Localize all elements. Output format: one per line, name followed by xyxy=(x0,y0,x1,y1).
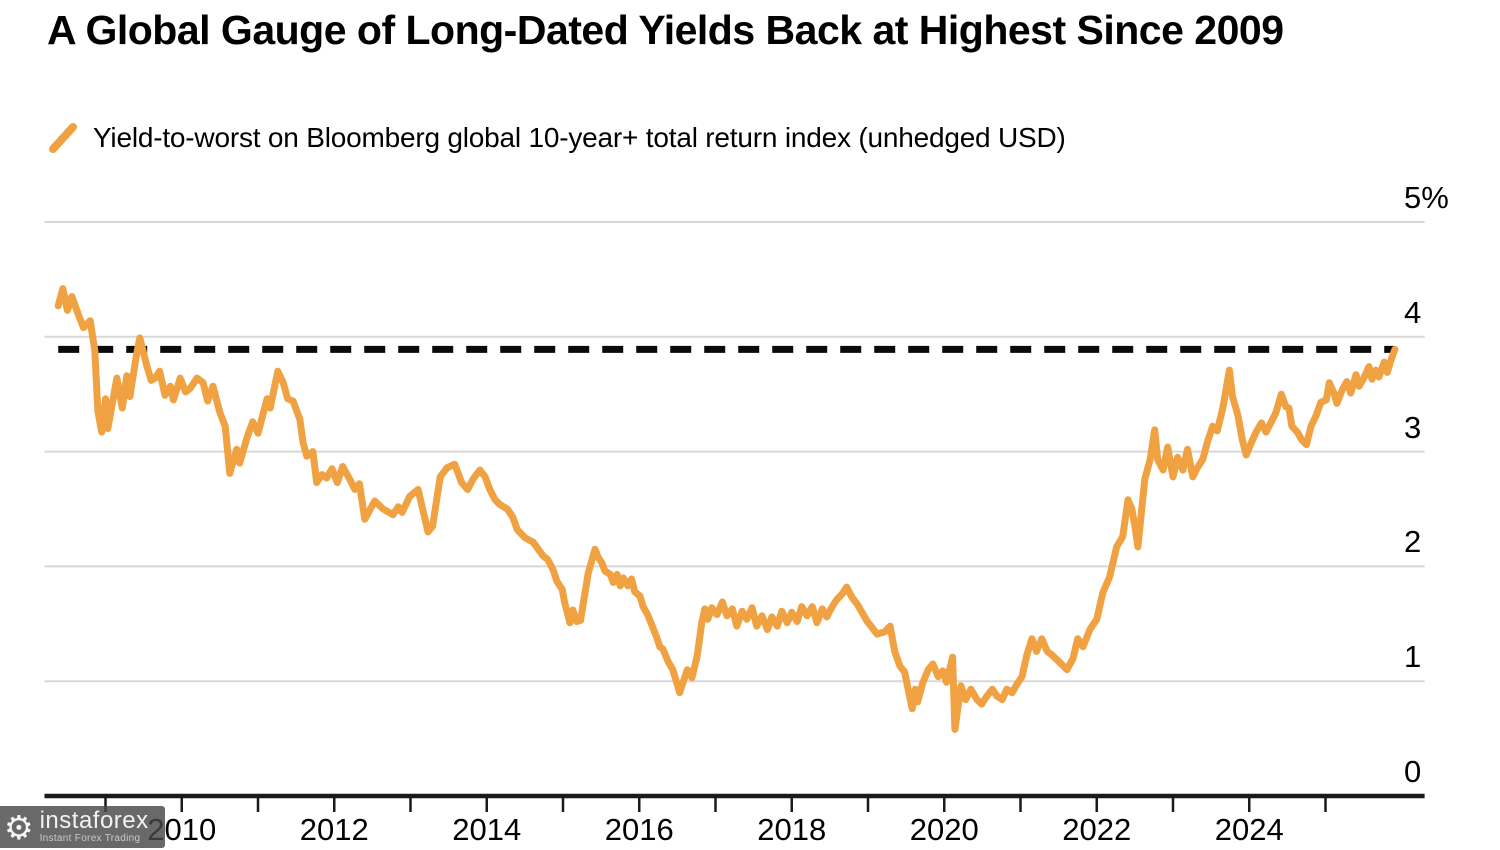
legend: Yield-to-worst on Bloomberg global 10-ye… xyxy=(46,122,1066,154)
x-axis-label-2024: 2024 xyxy=(1214,812,1284,847)
watermark-text: instaforex Instant Forex Trading xyxy=(40,809,149,845)
watermark-brand: instaforex xyxy=(39,807,149,834)
legend-label: Yield-to-worst on Bloomberg global 10-ye… xyxy=(93,122,1066,153)
x-axis-label-2022: 2022 xyxy=(1062,812,1132,847)
x-axis-label-2020: 2020 xyxy=(909,812,979,847)
y-axis-label-2: 2 xyxy=(1404,524,1422,560)
y-axis-label-1: 1 xyxy=(1404,639,1422,675)
x-axis-label-2014: 2014 xyxy=(452,812,522,847)
y-axis-label-4: 4 xyxy=(1404,294,1422,330)
y-axis-label-0: 0 xyxy=(1404,754,1422,789)
instaforex-watermark: ⚙ instaforex Instant Forex Trading xyxy=(0,806,165,848)
chart-title: A Global Gauge of Long-Dated Yields Back… xyxy=(47,7,1284,53)
legend-slash-icon xyxy=(49,123,77,153)
x-axis-label-2018: 2018 xyxy=(757,812,827,847)
gear-icon: ⚙ xyxy=(4,808,34,846)
y-axis-label-3: 3 xyxy=(1404,409,1422,445)
x-axis-label-2016: 2016 xyxy=(604,812,674,847)
watermark-tagline: Instant Forex Trading xyxy=(39,833,141,844)
y-axis-label-5%: 5% xyxy=(1404,180,1449,215)
yield-line xyxy=(54,285,1399,733)
x-axis-label-2012: 2012 xyxy=(299,812,369,847)
